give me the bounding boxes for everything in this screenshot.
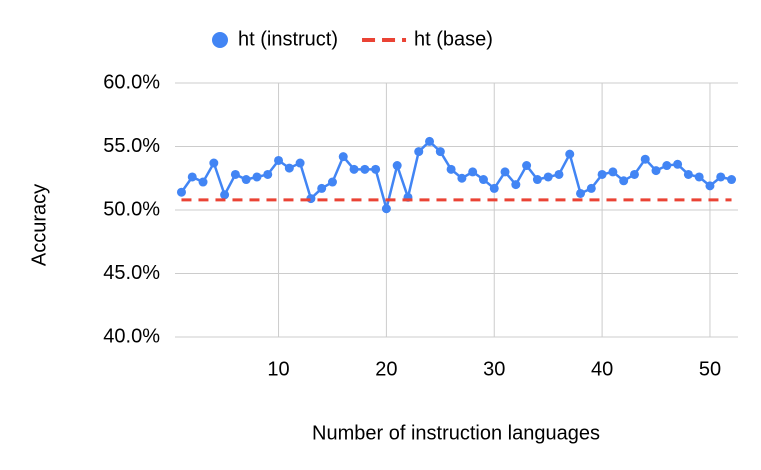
point	[317, 183, 327, 193]
point	[327, 177, 337, 187]
point	[220, 190, 230, 200]
point	[284, 163, 294, 173]
point	[619, 176, 629, 186]
point	[629, 169, 639, 179]
x-tick-label: 10	[267, 358, 289, 380]
point	[263, 169, 273, 179]
point	[662, 161, 672, 171]
point	[360, 164, 370, 174]
point	[554, 169, 564, 179]
point	[198, 177, 208, 187]
y-tick-label: 60.0%	[103, 71, 160, 93]
y-tick-label: 40.0%	[103, 325, 160, 347]
point	[457, 173, 467, 183]
x-tick-label: 50	[699, 358, 721, 380]
point	[586, 183, 596, 193]
point	[252, 172, 262, 182]
point	[381, 204, 391, 214]
x-axis-title: Number of instruction languages	[312, 422, 600, 444]
legend-label: ht (base)	[414, 28, 493, 50]
legend-swatch	[212, 32, 228, 48]
point	[694, 172, 704, 182]
point	[673, 159, 683, 169]
y-tick-label: 50.0%	[103, 198, 160, 220]
y-axis-title: Accuracy	[28, 184, 50, 266]
x-tick-label: 40	[591, 358, 613, 380]
point	[651, 166, 661, 176]
point	[489, 183, 499, 193]
point	[468, 167, 478, 177]
point	[176, 187, 186, 197]
point	[511, 180, 521, 190]
point	[532, 175, 542, 185]
point	[683, 169, 693, 179]
point	[500, 167, 510, 177]
point	[597, 169, 607, 179]
point	[435, 147, 445, 157]
point	[478, 175, 488, 185]
point	[425, 136, 435, 146]
point	[230, 169, 240, 179]
point	[392, 161, 402, 171]
point	[543, 172, 553, 182]
point	[338, 152, 348, 162]
point	[209, 158, 219, 168]
point	[414, 147, 424, 157]
y-tick-label: 55.0%	[103, 135, 160, 157]
point	[705, 181, 715, 191]
point	[187, 172, 197, 182]
point	[274, 155, 284, 165]
point	[716, 172, 726, 182]
point	[522, 161, 532, 171]
point	[576, 188, 586, 198]
point	[295, 158, 305, 168]
point	[349, 164, 359, 174]
point	[727, 175, 737, 185]
legend-label: ht (instruct)	[238, 28, 338, 50]
point	[608, 167, 618, 177]
point	[640, 154, 650, 164]
y-tick-label: 45.0%	[103, 262, 160, 284]
series-line	[180, 139, 732, 214]
point	[565, 149, 575, 159]
x-tick-label: 30	[483, 358, 505, 380]
point	[241, 175, 251, 185]
x-tick-label: 20	[375, 358, 397, 380]
point	[371, 164, 381, 174]
point	[446, 164, 456, 174]
